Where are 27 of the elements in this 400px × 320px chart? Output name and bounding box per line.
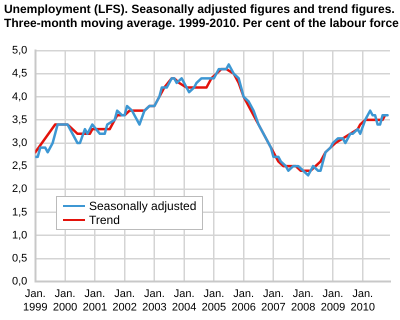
x-tick-label: Jan. 2009 (320, 288, 346, 314)
legend-label: Seasonally adjusted (89, 199, 196, 213)
legend-label: Trend (89, 213, 120, 227)
x-tick-label: Jan. 2008 (290, 288, 316, 314)
x-tick-label: Jan. 2006 (231, 288, 256, 314)
y-tick-label: 4,0 (12, 90, 28, 103)
y-tick-label: 1,5 (12, 206, 28, 218)
x-tick-label: Jan. 1999 (23, 288, 48, 314)
x-tick-label: Jan. 2007 (261, 288, 286, 314)
y-tick-label: 3,0 (12, 137, 28, 150)
y-tick-label: 3,5 (12, 114, 28, 126)
x-tick-label: Jan. 2004 (172, 288, 196, 314)
x-tick-label: Jan. 2003 (142, 288, 167, 314)
y-tick-label: 2,0 (12, 183, 28, 196)
x-tick-label: Jan. 2005 (202, 288, 226, 314)
chart-title: Unemployment (LFS). Seasonally adjusted figures and trend figures. (4, 2, 395, 16)
y-tick-label: 5,0 (12, 44, 28, 57)
x-tick-label: Jan. 2010 (350, 288, 375, 314)
x-tick-label: Jan. 2002 (112, 288, 137, 314)
y-tick-label: 0,0 (12, 276, 28, 288)
x-tick-label: Jan. 2001 (82, 288, 108, 314)
y-tick-label: 4,5 (12, 68, 28, 80)
x-tick-label: Jan. 2000 (52, 288, 78, 314)
y-tick-label: 0,5 (12, 252, 28, 265)
chart-subtitle: Three-month moving average. 1999-2010. Per cent of the labour force (4, 16, 399, 30)
y-tick-label: 1,0 (12, 229, 28, 242)
y-tick-label: 2,5 (12, 160, 28, 172)
